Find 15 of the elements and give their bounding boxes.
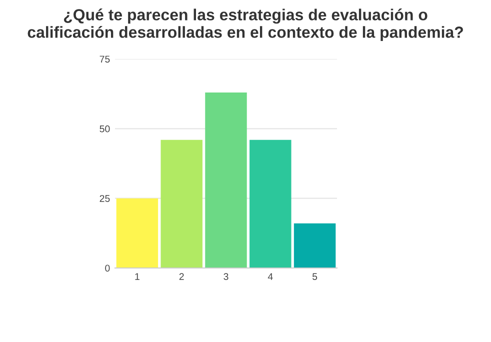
bar [294,223,336,268]
y-tick-label: 75 [100,56,110,63]
y-tick-label: 50 [100,125,110,132]
bar [160,140,202,268]
x-tick-label: 5 [312,273,318,280]
bar [205,92,247,268]
x-tick-label: 3 [224,273,228,280]
bar [116,198,158,268]
y-tick-label: 25 [100,195,110,202]
x-tick-label: 1 [135,273,140,280]
x-tick-label: 2 [179,273,184,280]
y-tick-label: 0 [105,264,110,272]
bar [250,140,292,268]
x-tick-label: 4 [268,273,273,280]
chart-title: ¿Qué te parecen las estrategias de evaluación o calificación desarrolladas en el contexto de la pandemia? [28,8,463,42]
